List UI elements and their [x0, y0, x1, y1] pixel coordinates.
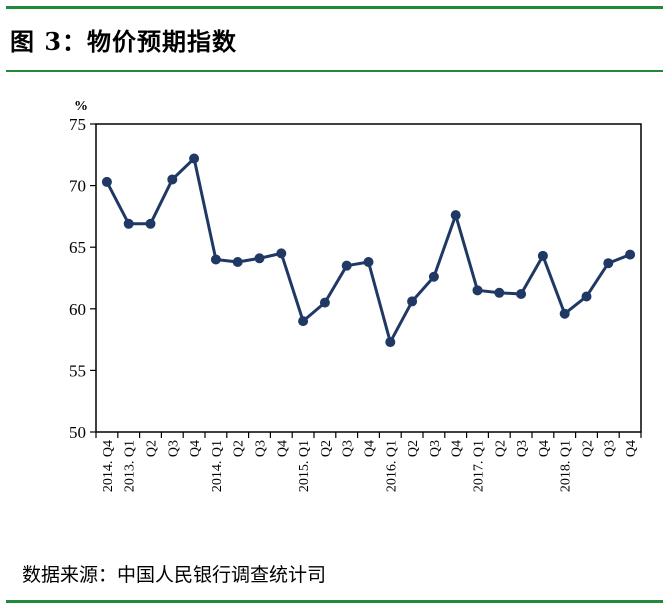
- x-tick-label: Q4: [275, 440, 290, 457]
- data-point: [559, 308, 570, 319]
- data-point: [319, 297, 330, 308]
- x-tick-label: Q3: [602, 440, 617, 457]
- x-tick-label: 2015. Q1: [297, 440, 312, 492]
- y-tick-label: 70: [69, 177, 86, 196]
- data-point: [189, 153, 200, 164]
- y-tick-label: 50: [69, 423, 86, 442]
- series-line: [105, 156, 631, 344]
- data-point: [625, 249, 636, 260]
- x-tick-label: Q3: [428, 440, 443, 457]
- x-tick-label: 2014. Q1: [210, 440, 225, 492]
- data-point: [341, 260, 352, 271]
- x-tick-labels: 2014. Q4 2013. Q1 Q2 Q3 Q4 2014. Q1 Q2 Q3 Q4 2015…: [101, 440, 639, 492]
- data-point: [472, 285, 483, 296]
- y-axis-unit-label: %: [74, 99, 88, 114]
- data-point: [276, 248, 287, 259]
- bottom-rule: [6, 600, 663, 603]
- data-point: [298, 316, 309, 327]
- data-source-note: 数据来源：中国人民银行调查统计司: [22, 564, 327, 586]
- x-tick-label: Q2: [493, 440, 508, 457]
- x-tick-label: Q3: [254, 440, 269, 457]
- x-tick-label: Q3: [515, 440, 530, 457]
- top-rule: [6, 6, 663, 9]
- data-point: [581, 291, 592, 302]
- x-tick-label: Q2: [232, 440, 247, 457]
- y-tick-labels: 50 55 60 65 70 75: [69, 115, 86, 442]
- x-tick-label: Q4: [537, 440, 552, 457]
- y-tick-label: 75: [69, 115, 86, 134]
- data-point: [494, 287, 505, 298]
- data-point: [537, 250, 548, 261]
- x-tick-label: Q3: [341, 440, 356, 457]
- figure-title: 图 3：物价预期指数: [10, 27, 238, 56]
- x-tick-label: Q4: [624, 440, 639, 457]
- x-tick-label: Q3: [166, 440, 181, 457]
- x-tick-label: 2018. Q1: [559, 440, 574, 492]
- data-point: [232, 256, 243, 267]
- data-point: [363, 256, 374, 267]
- chart-axes: [90, 123, 642, 438]
- plot-frame: [95, 123, 642, 433]
- x-tick-label: Q4: [188, 440, 203, 457]
- data-point: [385, 337, 396, 348]
- y-tick-label: 65: [69, 238, 86, 257]
- data-point: [123, 218, 134, 229]
- x-tick-label: Q2: [319, 440, 334, 457]
- series-layer: [101, 153, 636, 348]
- data-point: [145, 218, 156, 229]
- data-point: [101, 176, 112, 187]
- data-point: [428, 271, 439, 282]
- x-tick-label: Q2: [581, 440, 596, 457]
- x-tick-label: Q4: [363, 440, 378, 457]
- data-point: [254, 253, 265, 264]
- x-tick-label: Q4: [450, 440, 465, 457]
- x-tick-label: 2017. Q1: [472, 440, 487, 492]
- data-point: [407, 296, 418, 307]
- x-tick-label: Q2: [145, 440, 160, 457]
- data-point: [167, 174, 178, 185]
- y-tick-label: 55: [69, 361, 86, 380]
- title-rule: [6, 70, 663, 72]
- data-point: [603, 258, 614, 269]
- x-tick-label: 2013. Q1: [123, 440, 138, 492]
- data-point: [516, 289, 527, 300]
- x-tick-label: 2016. Q1: [384, 440, 399, 492]
- y-tick-label: 60: [69, 300, 86, 319]
- data-point: [450, 210, 461, 221]
- x-tick-label: 2014. Q4: [101, 440, 116, 492]
- x-tick-label: Q2: [406, 440, 421, 457]
- data-point: [210, 254, 221, 265]
